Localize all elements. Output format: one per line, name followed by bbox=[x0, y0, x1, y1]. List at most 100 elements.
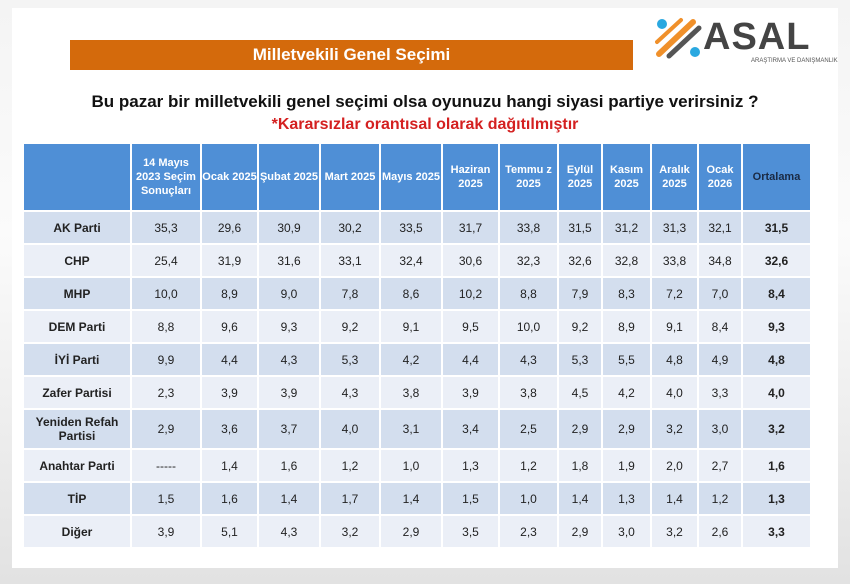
value-cell: 7,8 bbox=[319, 276, 381, 311]
value-cell: 29,6 bbox=[200, 210, 259, 245]
value-cell: 4,2 bbox=[601, 375, 652, 410]
value-cell: 1,4 bbox=[650, 481, 699, 516]
value-cell: 2,6 bbox=[697, 514, 743, 549]
header-period: Temmu z 2025 bbox=[498, 142, 559, 212]
value-cell: 8,8 bbox=[498, 276, 559, 311]
value-cell: 32,4 bbox=[379, 243, 443, 278]
value-cell: 3,6 bbox=[200, 408, 259, 450]
value-cell: 8,4 bbox=[697, 309, 743, 344]
table-row: Zafer Partisi 2,3 3,9 3,9 4,3 3,8 3,9 3,8 4,5 4,2… bbox=[22, 375, 812, 410]
header-period: Ocak 2026 bbox=[697, 142, 743, 212]
value-cell: 32,8 bbox=[601, 243, 652, 278]
average-cell: 32,6 bbox=[741, 243, 812, 278]
value-cell: 7,2 bbox=[650, 276, 699, 311]
value-cell: 4,4 bbox=[200, 342, 259, 377]
value-cell: 31,9 bbox=[200, 243, 259, 278]
header-period: Eylül 2025 bbox=[557, 142, 603, 212]
value-cell: 2,3 bbox=[130, 375, 202, 410]
value-cell: 5,5 bbox=[601, 342, 652, 377]
value-cell: 9,6 bbox=[200, 309, 259, 344]
value-cell: 1,0 bbox=[498, 481, 559, 516]
logo-text: ASAL bbox=[703, 16, 811, 58]
value-cell: 2,9 bbox=[557, 514, 603, 549]
value-cell: 31,7 bbox=[441, 210, 500, 245]
header-period: 14 Mayıs 2023 Seçim Sonuçları bbox=[130, 142, 202, 212]
party-name: Zafer Partisi bbox=[22, 375, 132, 410]
value-cell: 30,6 bbox=[441, 243, 500, 278]
value-cell: 3,9 bbox=[130, 514, 202, 549]
value-cell: 2,3 bbox=[498, 514, 559, 549]
header-period: Mart 2025 bbox=[319, 142, 381, 212]
value-cell: 8,8 bbox=[130, 309, 202, 344]
value-cell: 31,2 bbox=[601, 210, 652, 245]
value-cell: 9,2 bbox=[319, 309, 381, 344]
value-cell: 34,8 bbox=[697, 243, 743, 278]
value-cell: 7,0 bbox=[697, 276, 743, 311]
value-cell: 3,7 bbox=[257, 408, 321, 450]
average-cell: 9,3 bbox=[741, 309, 812, 344]
value-cell: 30,2 bbox=[319, 210, 381, 245]
value-cell: 25,4 bbox=[130, 243, 202, 278]
table-row: DEM Parti 8,8 9,6 9,3 9,2 9,1 9,5 10,0 9,2 8,9 9,1… bbox=[22, 309, 812, 344]
header-period: Ocak 2025 bbox=[200, 142, 259, 212]
table-row: Anahtar Parti ----- 1,4 1,6 1,2 1,0 1,3 1,2 1,8 1… bbox=[22, 448, 812, 483]
value-cell: 4,0 bbox=[319, 408, 381, 450]
value-cell: 9,2 bbox=[557, 309, 603, 344]
value-cell: 3,3 bbox=[697, 375, 743, 410]
value-cell: 9,5 bbox=[441, 309, 500, 344]
value-cell: 3,5 bbox=[441, 514, 500, 549]
value-cell: 10,0 bbox=[498, 309, 559, 344]
average-cell: 1,6 bbox=[741, 448, 812, 483]
value-cell: 10,2 bbox=[441, 276, 500, 311]
value-cell: 1,4 bbox=[257, 481, 321, 516]
value-cell: 2,5 bbox=[498, 408, 559, 450]
value-cell: 30,9 bbox=[257, 210, 321, 245]
logo-mark-icon bbox=[655, 18, 702, 59]
value-cell: 1,5 bbox=[130, 481, 202, 516]
value-cell: 9,0 bbox=[257, 276, 321, 311]
logo-subtitle: ARAŞTIRMA VE DANIŞMANLIK bbox=[751, 58, 838, 64]
party-name: AK Parti bbox=[22, 210, 132, 245]
value-cell: 1,4 bbox=[557, 481, 603, 516]
value-cell: 8,9 bbox=[200, 276, 259, 311]
table-row: Yeniden Refah Partisi 2,9 3,6 3,7 4,0 3,1 3,4 2… bbox=[22, 408, 812, 450]
value-cell: 8,6 bbox=[379, 276, 443, 311]
poll-table: 14 Mayıs 2023 Seçim Sonuçları Ocak 2025 Şu… bbox=[22, 142, 812, 549]
value-cell: 1,2 bbox=[697, 481, 743, 516]
header-period: Aralık 2025 bbox=[650, 142, 699, 212]
value-cell: 8,3 bbox=[601, 276, 652, 311]
party-name: Diğer bbox=[22, 514, 132, 549]
value-cell: 3,9 bbox=[441, 375, 500, 410]
average-cell: 4,0 bbox=[741, 375, 812, 410]
average-cell: 1,3 bbox=[741, 481, 812, 516]
value-cell: 9,3 bbox=[257, 309, 321, 344]
value-cell: 4,3 bbox=[257, 342, 321, 377]
value-cell: 31,3 bbox=[650, 210, 699, 245]
value-cell: 4,8 bbox=[650, 342, 699, 377]
value-cell: 4,3 bbox=[319, 375, 381, 410]
value-cell: 8,9 bbox=[601, 309, 652, 344]
value-cell: 3,8 bbox=[379, 375, 443, 410]
value-cell: 1,6 bbox=[200, 481, 259, 516]
value-cell: 4,9 bbox=[697, 342, 743, 377]
header-period: Kasım 2025 bbox=[601, 142, 652, 212]
value-cell: 1,3 bbox=[441, 448, 500, 483]
value-cell: ----- bbox=[130, 448, 202, 483]
value-cell: 2,9 bbox=[130, 408, 202, 450]
table-row: TİP 1,5 1,6 1,4 1,7 1,4 1,5 1,0 1,4 1,3 1,4 1,2 1,3 bbox=[22, 481, 812, 516]
value-cell: 3,0 bbox=[697, 408, 743, 450]
value-cell: 3,8 bbox=[498, 375, 559, 410]
party-name: TİP bbox=[22, 481, 132, 516]
value-cell: 5,3 bbox=[557, 342, 603, 377]
average-cell: 4,8 bbox=[741, 342, 812, 377]
value-cell: 3,1 bbox=[379, 408, 443, 450]
header-corner bbox=[22, 142, 132, 212]
value-cell: 1,3 bbox=[601, 481, 652, 516]
value-cell: 2,9 bbox=[379, 514, 443, 549]
value-cell: 4,5 bbox=[557, 375, 603, 410]
average-cell: 8,4 bbox=[741, 276, 812, 311]
value-cell: 1,2 bbox=[319, 448, 381, 483]
value-cell: 32,3 bbox=[498, 243, 559, 278]
average-cell: 3,3 bbox=[741, 514, 812, 549]
value-cell: 31,5 bbox=[557, 210, 603, 245]
